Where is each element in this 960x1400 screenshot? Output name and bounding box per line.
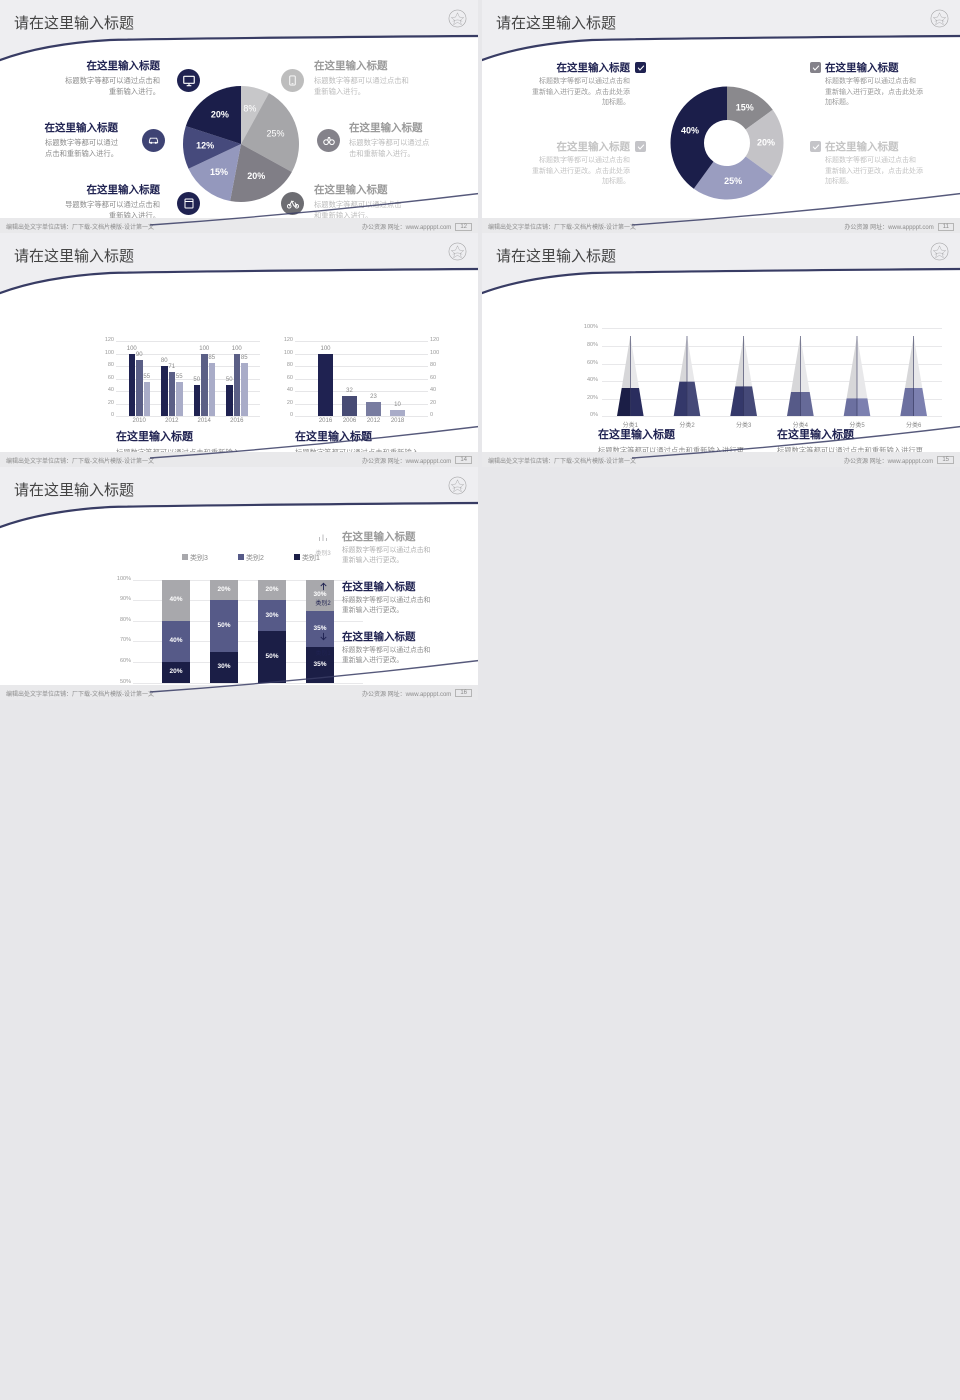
svg-text:40%: 40% <box>681 125 699 135</box>
svg-text:20%: 20% <box>757 137 775 147</box>
svg-text:8%: 8% <box>243 104 256 114</box>
svg-text:25%: 25% <box>266 128 284 138</box>
svg-text:15%: 15% <box>210 167 228 177</box>
svg-text:15%: 15% <box>736 103 754 113</box>
svg-text:25%: 25% <box>724 176 742 186</box>
svg-text:20%: 20% <box>211 109 229 119</box>
svg-text:20%: 20% <box>247 171 265 181</box>
svg-text:12%: 12% <box>196 141 214 151</box>
